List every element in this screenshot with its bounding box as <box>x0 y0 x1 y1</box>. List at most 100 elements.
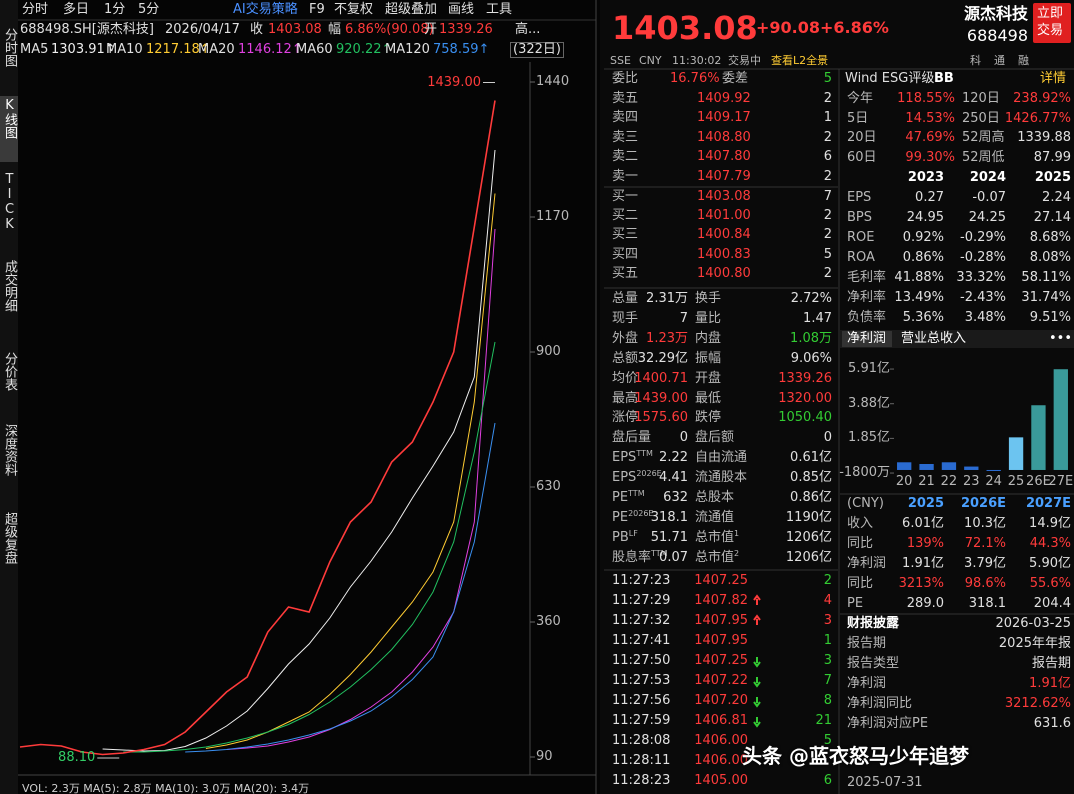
trade-direction <box>753 717 761 728</box>
trade-volume: 5 <box>823 733 832 748</box>
label-sup: 2 <box>734 548 740 558</box>
y-tick-label: 3.88亿 <box>848 395 890 411</box>
stat-value: 1190亿 <box>785 509 832 525</box>
chart-header-field: 开 <box>424 22 438 37</box>
side-tab[interactable]: TICK <box>2 172 17 232</box>
legend-name: MA20 <box>198 42 235 57</box>
label-sup: 2026E <box>628 508 654 518</box>
label: 44.3% <box>1029 536 1071 551</box>
toolbar-button[interactable]: 画线 <box>448 2 475 17</box>
side-tab[interactable]: 超级复盘 <box>2 512 17 564</box>
toolbar-button[interactable]: AI交易策略 <box>233 2 298 17</box>
label: EPS <box>847 190 872 205</box>
chart-header-field: 收 <box>250 22 264 37</box>
toolbar-button[interactable]: 1分 <box>104 2 126 17</box>
stat-label: 外盘 <box>612 330 639 346</box>
tab[interactable]: ••• <box>1049 331 1073 346</box>
side-tab[interactable]: 分时图 <box>2 28 17 67</box>
label: 1.91亿 <box>1029 676 1071 691</box>
label: 16.76% <box>670 71 720 86</box>
label: 2.24 <box>1042 190 1071 205</box>
book-volume: 2 <box>823 168 832 184</box>
side-tab[interactable]: K线图 <box>2 98 17 139</box>
label: 24.25 <box>968 210 1006 225</box>
label-sup: LF <box>628 528 638 538</box>
stat-value: 1339.26 <box>778 370 832 386</box>
label: 负债率 <box>847 310 887 325</box>
label: 3.79亿 <box>964 556 1006 571</box>
stat-label: 涨停 <box>612 410 639 426</box>
toolbar-button[interactable]: 不复权 <box>334 2 374 17</box>
stat-value: 1400.71 <box>634 370 688 386</box>
stat-value: 318.1 <box>650 509 688 525</box>
detail-link[interactable]: 详情 <box>1039 71 1066 86</box>
label: 报告期 <box>847 636 887 651</box>
label: 3212.62% <box>1004 696 1071 711</box>
trade-volume: 3 <box>823 653 832 668</box>
side-tab[interactable]: 分价表 <box>2 352 17 391</box>
book-level: 卖三 <box>612 129 639 145</box>
quote-info: CNY <box>639 53 662 67</box>
book-price: 1403.08 <box>697 189 751 204</box>
trade-price: 1407.95 <box>694 613 748 628</box>
label: 净利润 <box>847 556 887 571</box>
l2-link[interactable]: 查看L2全景 <box>771 53 829 67</box>
trade-time: 11:27:41 <box>612 633 671 648</box>
label: 1339.88 <box>1017 130 1071 146</box>
label: 58.11% <box>1021 270 1071 285</box>
trade-time: 11:28:11 <box>612 753 671 768</box>
label: 2025-07-31 <box>847 775 923 790</box>
label: -0.29% <box>960 230 1006 245</box>
label: 净利润同比 <box>847 696 913 711</box>
label: 24.95 <box>906 210 944 225</box>
toolbar-button[interactable]: 超级叠加 <box>385 2 438 17</box>
label: 10.3亿 <box>964 516 1006 531</box>
toolbar-button[interactable]: F9 <box>309 2 325 17</box>
toolbar-button[interactable]: 分时 <box>22 2 49 17</box>
stat-label: 自由流通 <box>695 450 748 466</box>
trade-price: 1405.00 <box>694 773 748 788</box>
label: 72.1% <box>964 536 1006 551</box>
label: 14.53% <box>905 110 955 126</box>
book-level: 卖二 <box>612 149 639 165</box>
book-level: 卖一 <box>612 168 639 184</box>
trade-time: 11:28:23 <box>612 773 671 788</box>
stat-value: 0 <box>823 430 832 446</box>
trade-direction <box>753 697 761 708</box>
chart-header-field: 高... <box>515 22 541 37</box>
side-tab[interactable]: 深度资料 <box>2 424 17 476</box>
y-tick-label: 630 <box>536 479 561 494</box>
wind-rating: BB <box>934 71 954 86</box>
label-main: EPS <box>612 450 637 466</box>
toolbar-button[interactable]: 工具 <box>486 2 513 17</box>
label: 同比 <box>847 576 874 591</box>
label: 6.01亿 <box>902 516 944 531</box>
label-main: 总市值 <box>695 549 735 565</box>
label: 60日 <box>847 149 877 165</box>
annotation: 1439.00 <box>427 74 481 90</box>
forecast-header: 2026E <box>960 496 1006 511</box>
stat-value: 2.31万 <box>646 291 688 306</box>
price-change-pct: +6.86% <box>820 18 889 37</box>
label: 13.49% <box>894 290 944 305</box>
book-volume: 7 <box>823 189 832 204</box>
active-tab-bg <box>842 331 892 347</box>
legend-value: 758.59↑ <box>433 42 490 57</box>
trade-button[interactable]: 立即交易 <box>1037 6 1064 38</box>
side-tab[interactable]: 成交明细 <box>2 260 17 312</box>
label: 250日 <box>962 110 1000 126</box>
tab[interactable]: 营业总收入 <box>901 331 967 346</box>
label: -0.28% <box>960 250 1006 265</box>
stat-label: 最高 <box>612 390 639 406</box>
label: ROA <box>847 250 875 265</box>
trade-button-bg[interactable] <box>1033 3 1071 43</box>
label: 238.92% <box>1013 91 1071 106</box>
watermark: 头条 @蓝衣怒马少年追梦 <box>742 744 969 768</box>
active-side-tab-bg <box>0 96 18 162</box>
tab[interactable]: 净利润 <box>847 331 887 346</box>
toolbar-button[interactable]: 5分 <box>138 2 160 17</box>
label: 5.36% <box>902 310 944 325</box>
book-volume: 2 <box>823 265 832 281</box>
toolbar-button[interactable]: 多日 <box>63 2 90 17</box>
